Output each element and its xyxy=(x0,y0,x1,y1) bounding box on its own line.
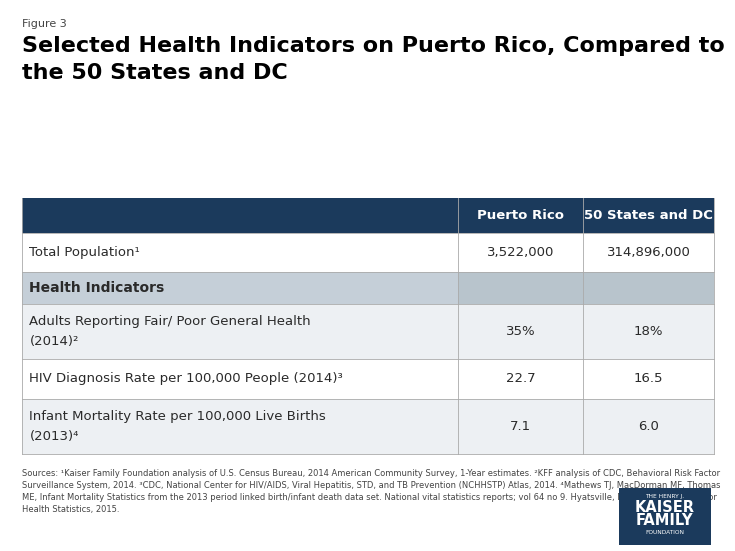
Text: Selected Health Indicators on Puerto Rico, Compared to: Selected Health Indicators on Puerto Ric… xyxy=(22,36,725,56)
Text: 7.1: 7.1 xyxy=(510,420,531,433)
Text: Adults Reporting Fair/ Poor General Health: Adults Reporting Fair/ Poor General Heal… xyxy=(29,315,311,328)
Text: 3,522,000: 3,522,000 xyxy=(487,246,554,259)
Text: 16.5: 16.5 xyxy=(634,372,664,385)
Text: 18%: 18% xyxy=(634,325,664,338)
Text: 50 States and DC: 50 States and DC xyxy=(584,209,713,222)
Text: Puerto Rico: Puerto Rico xyxy=(477,209,564,222)
Text: HIV Diagnosis Rate per 100,000 People (2014)³: HIV Diagnosis Rate per 100,000 People (2… xyxy=(29,372,343,385)
Text: FAMILY: FAMILY xyxy=(636,512,694,527)
Text: 35%: 35% xyxy=(506,325,535,338)
Text: KAISER: KAISER xyxy=(635,500,695,515)
Text: (2014)²: (2014)² xyxy=(29,334,79,348)
Text: the 50 States and DC: the 50 States and DC xyxy=(22,63,288,83)
Text: Total Population¹: Total Population¹ xyxy=(29,246,140,259)
Text: 22.7: 22.7 xyxy=(506,372,535,385)
Text: Health Indicators: Health Indicators xyxy=(29,280,165,295)
Text: Figure 3: Figure 3 xyxy=(22,19,67,29)
Text: Sources: ¹Kaiser Family Foundation analysis of U.S. Census Bureau, 2014 American: Sources: ¹Kaiser Family Foundation analy… xyxy=(22,469,720,514)
Text: (2013)⁴: (2013)⁴ xyxy=(29,430,79,443)
Text: 314,896,000: 314,896,000 xyxy=(606,246,691,259)
Text: THE HENRY J.: THE HENRY J. xyxy=(645,494,684,499)
Text: FOUNDATION: FOUNDATION xyxy=(645,530,684,535)
Text: 6.0: 6.0 xyxy=(638,420,659,433)
Text: Infant Mortality Rate per 100,000 Live Births: Infant Mortality Rate per 100,000 Live B… xyxy=(29,410,326,423)
